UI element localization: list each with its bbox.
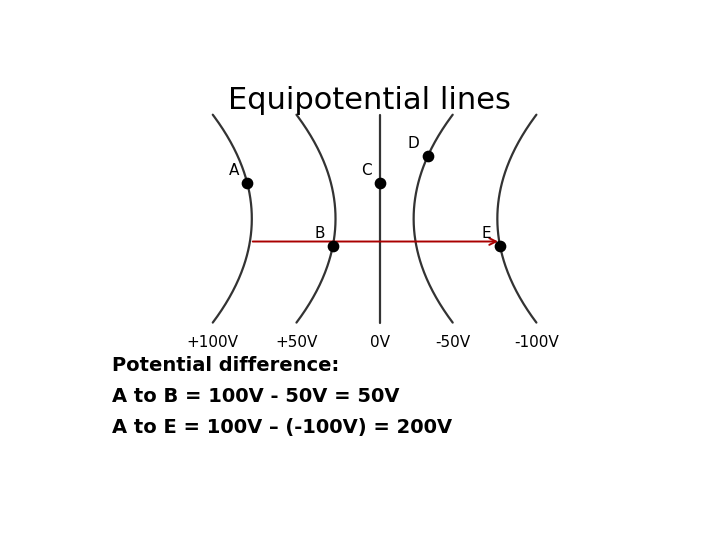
Point [327,241,338,250]
Text: 0V: 0V [370,335,390,350]
Text: Equipotential lines: Equipotential lines [228,85,510,114]
Text: A to E = 100V – (-100V) = 200V: A to E = 100V – (-100V) = 200V [112,418,452,437]
Point [422,152,433,160]
Point [374,179,386,187]
Text: E: E [482,226,492,241]
Text: Potential difference:: Potential difference: [112,356,340,375]
Text: A to B = 100V - 50V = 50V: A to B = 100V - 50V = 50V [112,387,400,406]
Text: D: D [408,136,419,151]
Text: -100V: -100V [514,335,559,350]
Text: +100V: +100V [186,335,239,350]
Text: C: C [361,163,372,178]
Text: -50V: -50V [435,335,470,350]
Point [241,179,253,187]
Text: +50V: +50V [275,335,318,350]
Point [494,241,505,250]
Text: B: B [314,226,325,241]
Text: A: A [228,163,239,178]
